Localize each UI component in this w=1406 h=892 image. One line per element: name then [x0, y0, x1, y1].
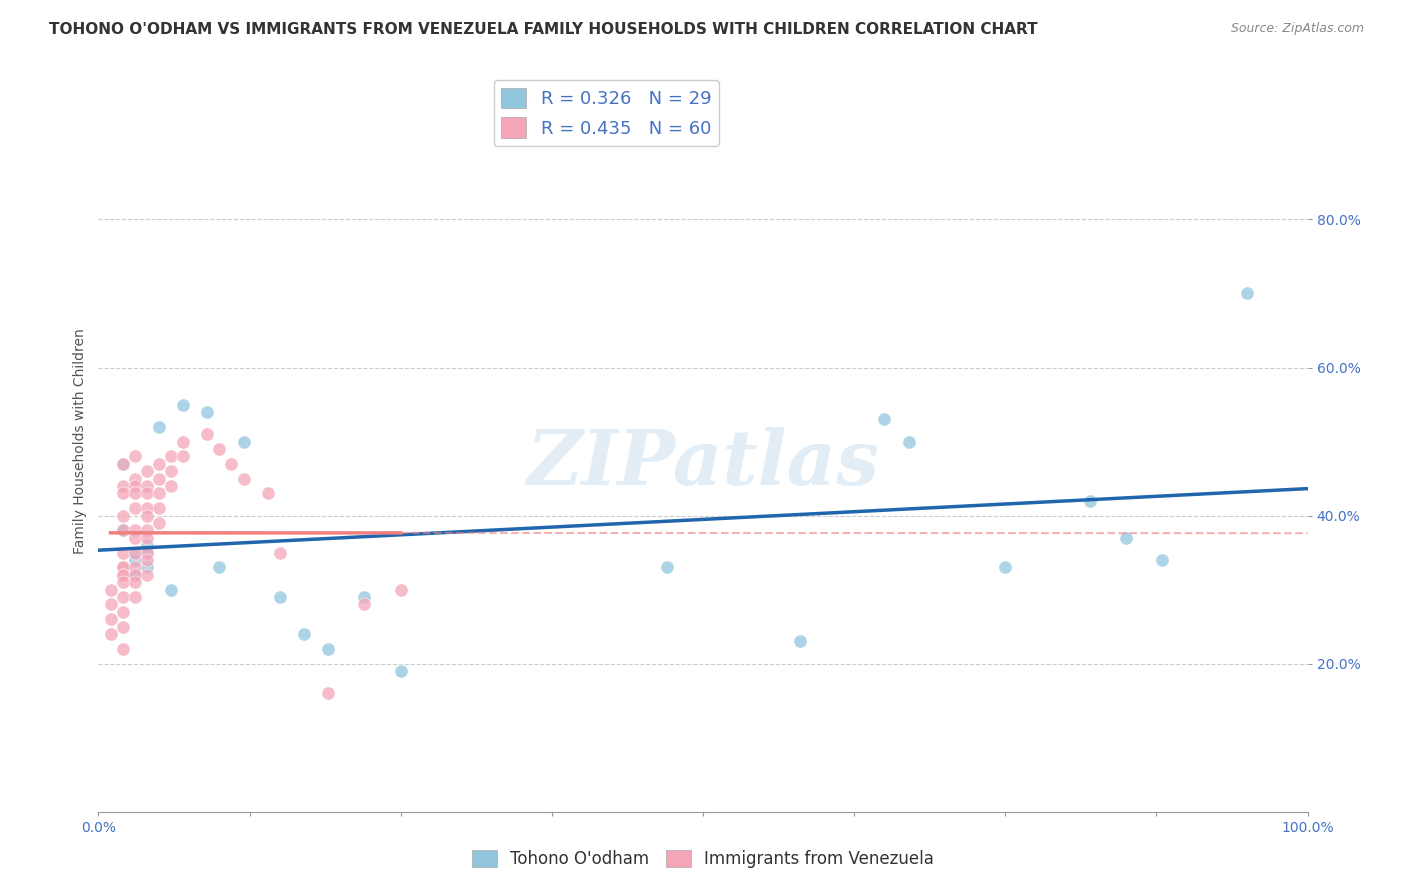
Point	[111, 457, 134, 471]
Text: TOHONO O'ODHAM VS IMMIGRANTS FROM VENEZUELA FAMILY HOUSEHOLDS WITH CHILDREN CORR: TOHONO O'ODHAM VS IMMIGRANTS FROM VENEZU…	[49, 22, 1038, 37]
Point	[994, 560, 1017, 574]
Point	[111, 546, 134, 560]
Point	[124, 567, 146, 582]
Point	[124, 553, 146, 567]
Point	[111, 590, 134, 604]
Point	[124, 590, 146, 604]
Point	[160, 450, 183, 464]
Point	[269, 590, 291, 604]
Point	[124, 479, 146, 493]
Point	[124, 486, 146, 500]
Point	[135, 567, 157, 582]
Point	[135, 479, 157, 493]
Point	[160, 582, 183, 597]
Point	[1152, 553, 1174, 567]
Y-axis label: Family Households with Children: Family Households with Children	[73, 328, 87, 555]
Point	[100, 612, 122, 626]
Point	[111, 457, 134, 471]
Point	[100, 582, 122, 597]
Point	[135, 531, 157, 545]
Point	[111, 508, 134, 523]
Point	[160, 479, 183, 493]
Point	[111, 641, 134, 656]
Point	[124, 501, 146, 516]
Point	[897, 434, 920, 449]
Point	[124, 575, 146, 590]
Point	[135, 553, 157, 567]
Point	[353, 598, 375, 612]
Text: ZIPatlas: ZIPatlas	[526, 426, 880, 500]
Point	[316, 641, 339, 656]
Point	[135, 464, 157, 478]
Text: Source: ZipAtlas.com: Source: ZipAtlas.com	[1230, 22, 1364, 36]
Point	[172, 450, 194, 464]
Point	[172, 434, 194, 449]
Point	[172, 398, 194, 412]
Point	[148, 419, 170, 434]
Point	[353, 590, 375, 604]
Point	[111, 560, 134, 574]
Point	[111, 524, 134, 538]
Point	[100, 598, 122, 612]
Point	[124, 567, 146, 582]
Point	[111, 575, 134, 590]
Point	[135, 538, 157, 552]
Point	[232, 471, 254, 485]
Point	[232, 434, 254, 449]
Point	[135, 546, 157, 560]
Point	[135, 546, 157, 560]
Point	[148, 486, 170, 500]
Point	[111, 479, 134, 493]
Point	[389, 582, 412, 597]
Point	[292, 627, 315, 641]
Point	[873, 412, 896, 426]
Point	[195, 427, 218, 442]
Point	[135, 501, 157, 516]
Point	[135, 508, 157, 523]
Point	[135, 486, 157, 500]
Point	[148, 516, 170, 530]
Legend: R = 0.326   N = 29, R = 0.435   N = 60: R = 0.326 N = 29, R = 0.435 N = 60	[494, 80, 718, 145]
Point	[148, 471, 170, 485]
Point	[389, 664, 412, 678]
Point	[135, 524, 157, 538]
Point	[124, 450, 146, 464]
Point	[1115, 531, 1137, 545]
Point	[111, 567, 134, 582]
Point	[100, 627, 122, 641]
Point	[111, 605, 134, 619]
Point	[148, 457, 170, 471]
Point	[256, 486, 278, 500]
Point	[221, 457, 243, 471]
Point	[111, 486, 134, 500]
Point	[135, 560, 157, 574]
Point	[208, 560, 231, 574]
Point	[195, 405, 218, 419]
Point	[111, 524, 134, 538]
Point	[148, 501, 170, 516]
Point	[124, 567, 146, 582]
Point	[124, 524, 146, 538]
Point	[160, 464, 183, 478]
Point	[269, 546, 291, 560]
Point	[124, 531, 146, 545]
Point	[1236, 286, 1258, 301]
Point	[124, 560, 146, 574]
Point	[124, 546, 146, 560]
Point	[111, 567, 134, 582]
Point	[111, 619, 134, 633]
Legend: Tohono O'odham, Immigrants from Venezuela: Tohono O'odham, Immigrants from Venezuel…	[465, 843, 941, 875]
Point	[316, 686, 339, 700]
Point	[111, 560, 134, 574]
Point	[655, 560, 678, 574]
Point	[124, 546, 146, 560]
Point	[1078, 493, 1101, 508]
Point	[208, 442, 231, 456]
Point	[789, 634, 811, 648]
Point	[124, 471, 146, 485]
